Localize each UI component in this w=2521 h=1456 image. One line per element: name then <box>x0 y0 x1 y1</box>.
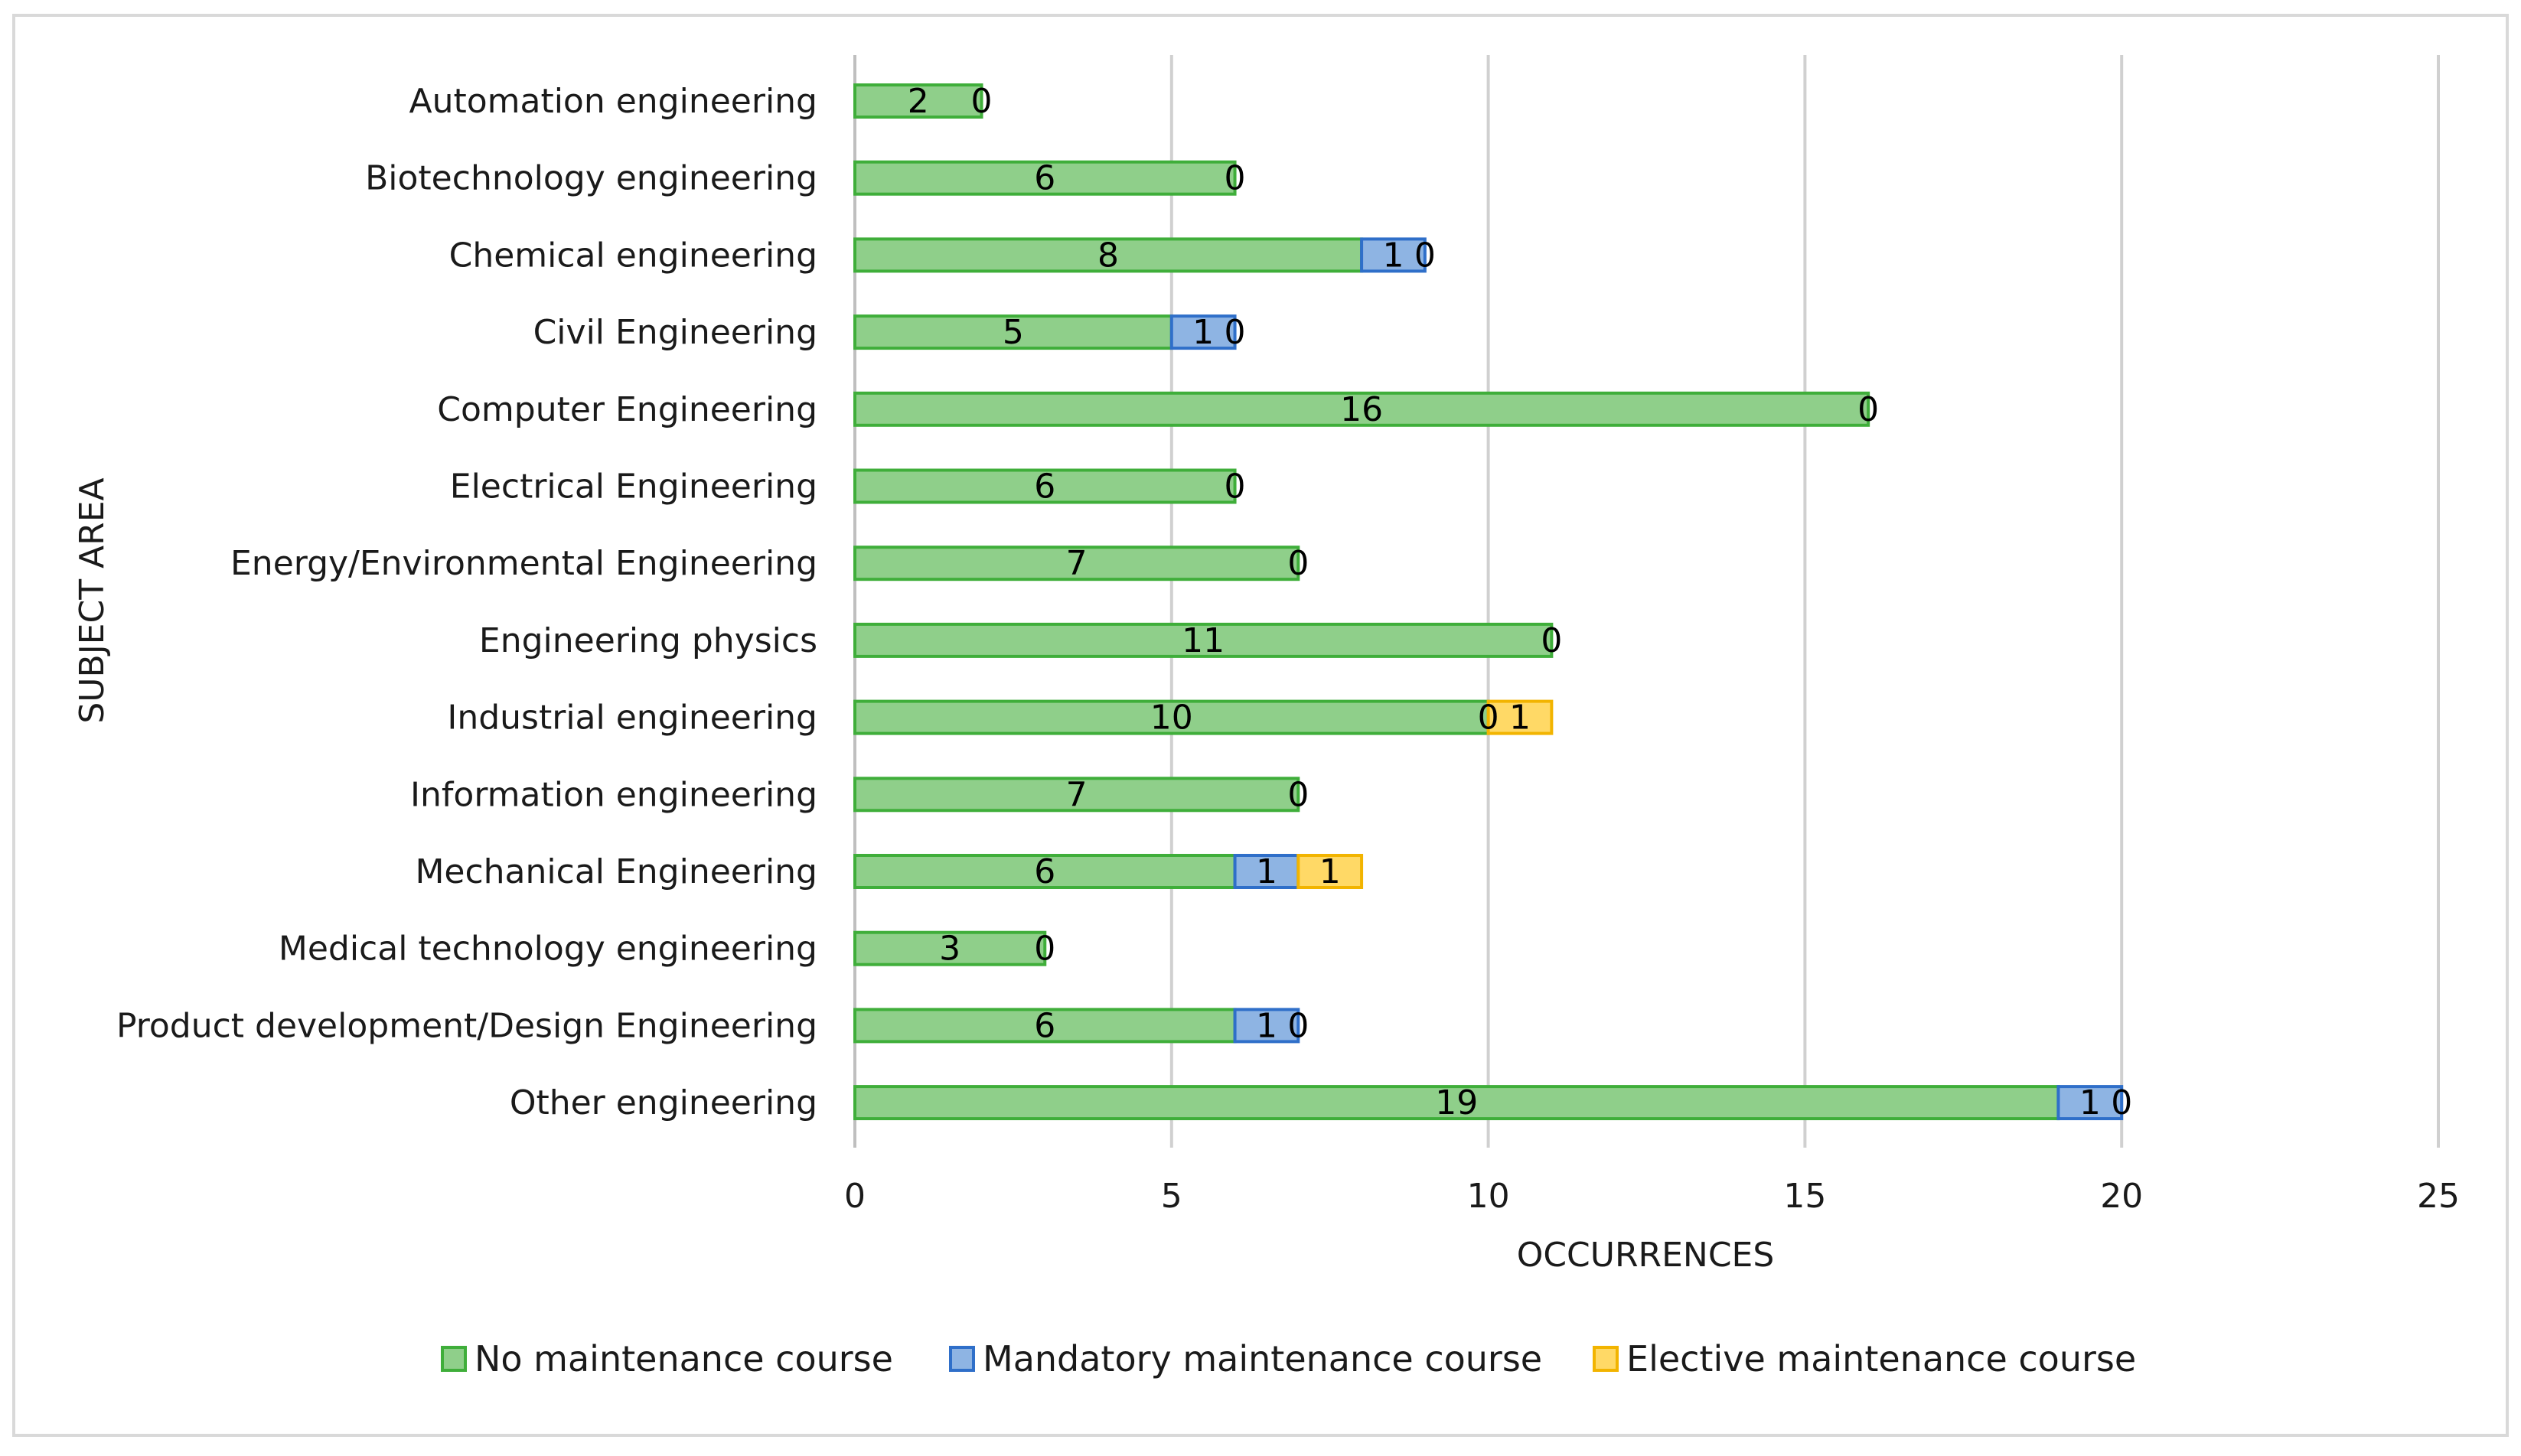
data-label-elective-maintenance-course-product-development-design-engineering: 0 <box>1287 1006 1309 1045</box>
bar-elective-maintenance-course-mechanical-engineering <box>1296 854 1364 889</box>
data-label-mandatory-maintenance-course-other-engineering: 1 <box>2079 1083 2101 1122</box>
gridlines <box>853 55 2440 1148</box>
data-label-no-maintenance-course-biotechnology-engineering: 6 <box>1034 159 1055 198</box>
data-label-no-maintenance-course-computer-engineering: 16 <box>1340 390 1383 429</box>
data-label-no-maintenance-course-engineering-physics: 11 <box>1182 621 1225 660</box>
bar-no-maintenance-course-computer-engineering <box>853 391 1870 427</box>
data-label-no-maintenance-course-medical-technology-engineering: 3 <box>939 930 960 969</box>
legend-swatch-mandatory-maintenance-course <box>949 1346 975 1372</box>
bar-mandatory-maintenance-course-product-development-design-engineering <box>1233 1008 1300 1044</box>
bar-no-maintenance-course-industrial-engineering <box>853 699 1490 735</box>
data-label-elective-maintenance-course-other-engineering: 0 <box>2111 1083 2132 1122</box>
y-axis-title: SUBJECT AREA <box>73 477 112 723</box>
category-label-information-engineering: Information engineering <box>410 775 817 814</box>
data-label-elective-maintenance-course-industrial-engineering: 1 <box>1509 699 1531 738</box>
category-label-mechanical-engineering: Mechanical Engineering <box>415 852 817 891</box>
bar-mandatory-maintenance-course-other-engineering <box>2056 1085 2124 1121</box>
bar-mandatory-maintenance-course-chemical-engineering <box>1360 237 1427 273</box>
legend-label-no-maintenance-course: No maintenance course <box>475 1338 893 1379</box>
category-labels: Automation engineering Biotechnology engi… <box>116 82 817 1122</box>
category-label-computer-engineering: Computer Engineering <box>437 390 817 429</box>
legend-swatch-elective-maintenance-course <box>1593 1346 1619 1372</box>
data-label-elective-maintenance-course-engineering-physics: 0 <box>1541 621 1562 660</box>
data-label-no-maintenance-course-information-engineering: 7 <box>1066 775 1088 814</box>
bar-elective-maintenance-course-industrial-engineering <box>1486 699 1554 735</box>
data-label-mandatory-maintenance-course-industrial-engineering: 0 <box>1478 699 1499 738</box>
data-label-no-maintenance-course-product-development-design-engineering: 6 <box>1034 1006 1055 1045</box>
data-label-elective-maintenance-course-computer-engineering: 0 <box>1857 390 1879 429</box>
category-label-other-engineering: Other engineering <box>510 1083 817 1122</box>
data-labels: 2 06 08 1 05 1 016 06 07 011 010 0 17 06 1 13 06 1 019 1 0 <box>908 82 2132 1122</box>
x-tick-15: 15 <box>1783 1177 1826 1216</box>
x-tick-20: 20 <box>2100 1177 2143 1216</box>
x-tick-10: 10 <box>1467 1177 1510 1216</box>
category-label-industrial-engineering: Industrial engineering <box>447 699 817 738</box>
data-label-mandatory-maintenance-course-civil-engineering: 1 <box>1192 313 1214 352</box>
data-label-elective-maintenance-course-medical-technology-engineering: 0 <box>1034 930 1055 969</box>
data-label-elective-maintenance-course-civil-engineering: 0 <box>1225 313 1246 352</box>
data-label-no-maintenance-course-industrial-engineering: 10 <box>1150 699 1193 738</box>
bar-no-maintenance-course-engineering-physics <box>853 622 1554 658</box>
data-label-mandatory-maintenance-course-mechanical-engineering: 1 <box>1256 852 1277 891</box>
legend-swatch-no-maintenance-course <box>441 1346 467 1372</box>
data-label-no-maintenance-course-chemical-engineering: 8 <box>1097 236 1119 275</box>
bar-mandatory-maintenance-course-civil-engineering <box>1169 314 1237 350</box>
x-tick-0: 0 <box>844 1177 866 1216</box>
bar-no-maintenance-course-automation-engineering <box>853 83 983 119</box>
data-label-elective-maintenance-course-biotechnology-engineering: 0 <box>1225 159 1246 198</box>
data-label-elective-maintenance-course-automation-engineering: 0 <box>971 82 993 121</box>
data-label-elective-maintenance-course-energy-environmental-engineering: 0 <box>1287 544 1309 583</box>
bar-no-maintenance-course-biotechnology-engineering <box>853 160 1237 196</box>
bar-no-maintenance-course-information-engineering <box>853 777 1300 813</box>
data-label-elective-maintenance-course-information-engineering: 0 <box>1287 775 1309 814</box>
legend-label-mandatory-maintenance-course: Mandatory maintenance course <box>983 1338 1542 1379</box>
legend-label-elective-maintenance-course: Elective maintenance course <box>1626 1338 2136 1379</box>
data-label-no-maintenance-course-other-engineering: 19 <box>1435 1083 1478 1122</box>
category-label-medical-technology-engineering: Medical technology engineering <box>279 930 817 969</box>
x-tick-labels: 0 5 10 15 20 25 <box>844 1177 2460 1216</box>
x-tick-25: 25 <box>2417 1177 2460 1216</box>
x-axis-title: OCCURRENCES <box>1517 1236 1775 1275</box>
bar-no-maintenance-course-medical-technology-engineering <box>853 930 1047 966</box>
bar-no-maintenance-course-civil-engineering <box>853 314 1173 350</box>
category-label-product-development-design-engineering: Product development/Design Engineering <box>116 1006 817 1045</box>
data-label-mandatory-maintenance-course-product-development-design-engineering: 1 <box>1256 1006 1277 1045</box>
category-label-energy-environmental-engineering: Energy/Environmental Engineering <box>230 544 817 583</box>
data-label-mandatory-maintenance-course-chemical-engineering: 1 <box>1382 236 1404 275</box>
legend: No maintenance course Mandatory maintenan… <box>441 1338 2136 1379</box>
data-label-no-maintenance-course-energy-environmental-engineering: 7 <box>1066 544 1088 583</box>
bar-no-maintenance-course-chemical-engineering <box>853 237 1364 273</box>
data-label-elective-maintenance-course-mechanical-engineering: 1 <box>1319 852 1341 891</box>
data-label-no-maintenance-course-mechanical-engineering: 6 <box>1034 852 1055 891</box>
data-label-no-maintenance-course-automation-engineering: 2 <box>908 82 929 121</box>
category-label-electrical-engineering: Electrical Engineering <box>450 467 817 507</box>
category-label-biotechnology-engineering: Biotechnology engineering <box>365 159 817 198</box>
category-label-automation-engineering: Automation engineering <box>409 82 817 121</box>
category-label-engineering-physics: Engineering physics <box>479 621 817 660</box>
category-label-chemical-engineering: Chemical engineering <box>449 236 817 275</box>
data-label-elective-maintenance-course-chemical-engineering: 0 <box>1414 236 1436 275</box>
bar-no-maintenance-course-energy-environmental-engineering <box>853 546 1300 581</box>
bars <box>853 83 2124 1121</box>
x-tick-5: 5 <box>1161 1177 1182 1216</box>
data-label-no-maintenance-course-electrical-engineering: 6 <box>1034 467 1055 507</box>
bar-no-maintenance-course-electrical-engineering <box>853 468 1237 504</box>
category-label-civil-engineering: Civil Engineering <box>533 313 817 352</box>
data-label-elective-maintenance-course-electrical-engineering: 0 <box>1225 467 1246 507</box>
data-label-no-maintenance-course-civil-engineering: 5 <box>1003 313 1024 352</box>
